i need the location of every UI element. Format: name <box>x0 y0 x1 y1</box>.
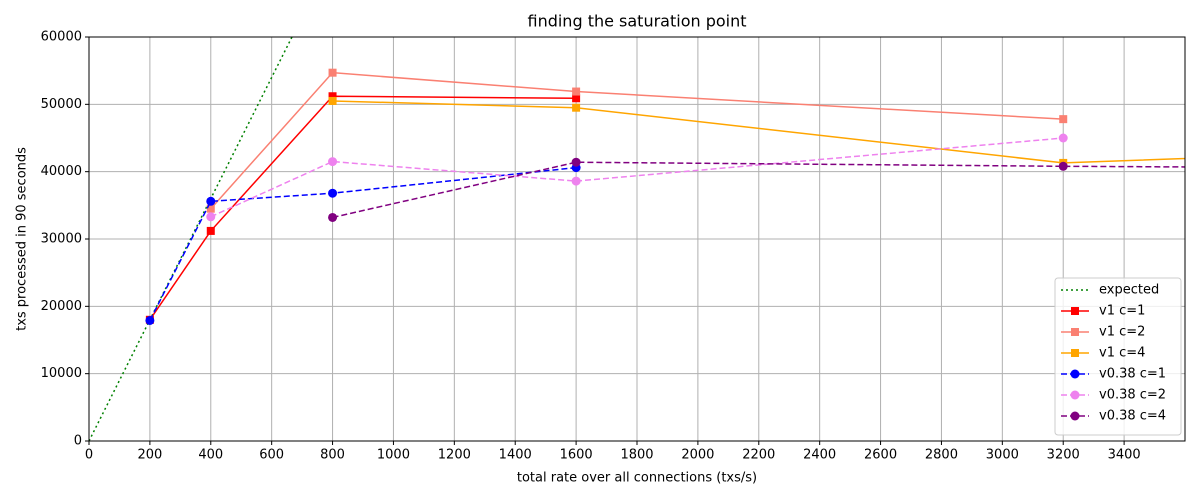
series-line <box>210 71 1064 210</box>
x-tick-label: 2600 <box>864 448 897 463</box>
marker <box>328 212 338 222</box>
chart-title: finding the saturation point <box>527 12 746 31</box>
x-tick-label: 3400 <box>1108 448 1141 463</box>
marker <box>572 87 581 96</box>
marker <box>1071 349 1079 357</box>
marker <box>328 92 337 101</box>
marker <box>1071 328 1079 336</box>
marker <box>571 157 581 167</box>
marker <box>572 94 581 103</box>
marker <box>1058 161 1068 171</box>
legend-label: v1 c=4 <box>1099 346 1145 361</box>
x-tick-label: 400 <box>198 448 223 463</box>
x-tick-label: 200 <box>137 448 162 463</box>
y-tick-label: 30000 <box>41 232 82 247</box>
x-tick-label: 2200 <box>742 448 775 463</box>
y-tick-label: 60000 <box>41 30 82 45</box>
y-tick-label: 40000 <box>41 164 82 179</box>
y-axis-label: txs processed in 90 seconds <box>15 147 30 331</box>
series-line <box>149 166 577 321</box>
marker <box>1070 390 1080 400</box>
x-tick-label: 2800 <box>925 448 958 463</box>
legend-label: expected <box>1099 283 1159 298</box>
series-line <box>149 95 577 321</box>
marker <box>206 204 215 213</box>
series-line <box>210 137 1064 218</box>
marker <box>328 96 337 105</box>
marker <box>328 188 338 198</box>
marker <box>1070 411 1080 421</box>
x-tick-label: 0 <box>85 448 93 463</box>
plot-area <box>89 37 1185 441</box>
x-tick-label: 1400 <box>499 448 532 463</box>
marker <box>145 315 155 325</box>
legend: expected v1 c=1 v1 c=2 v1 c=4 v0.38 c=1 v0.38… <box>1054 277 1182 436</box>
x-tick-label: 600 <box>259 448 284 463</box>
legend-label: v0.38 c=4 <box>1099 409 1166 424</box>
marker <box>1058 133 1068 143</box>
legend-label: v0.38 c=1 <box>1099 367 1166 382</box>
x-tick-label: 1800 <box>620 448 653 463</box>
x-tick-label: 800 <box>320 448 345 463</box>
legend-box <box>1054 277 1182 436</box>
x-tick-label: 1600 <box>560 448 593 463</box>
marker <box>206 212 216 222</box>
y-tick-label: 0 <box>74 434 82 449</box>
x-tick-label: 1200 <box>438 448 471 463</box>
x-tick-label: 3200 <box>1047 448 1080 463</box>
marker <box>328 157 338 167</box>
marker <box>328 68 337 77</box>
series-line <box>332 100 1185 164</box>
y-tick-label: 10000 <box>41 366 82 381</box>
marker <box>1059 115 1068 124</box>
x-tick-label: 3000 <box>986 448 1019 463</box>
marker <box>206 196 216 206</box>
marker <box>572 103 581 112</box>
legend-label: v1 c=1 <box>1099 304 1145 319</box>
y-tick-label: 20000 <box>41 299 82 314</box>
legend-label: v1 c=2 <box>1099 325 1145 340</box>
x-tick-label: 1000 <box>377 448 410 463</box>
axes: 0 200 400 600 800 1000 1200 1400 1600 1800 2000 220… <box>41 30 1141 463</box>
marker <box>571 176 581 186</box>
marker <box>1071 307 1079 315</box>
x-tick-label: 2400 <box>803 448 836 463</box>
marker <box>1070 369 1080 379</box>
series-line <box>89 37 293 441</box>
y-tick-label: 50000 <box>41 97 82 112</box>
x-axis-label: total rate over all connections (txs/s) <box>517 471 757 486</box>
marker <box>206 226 215 235</box>
legend-label: v0.38 c=2 <box>1099 388 1166 403</box>
x-tick-label: 2000 <box>681 448 714 463</box>
